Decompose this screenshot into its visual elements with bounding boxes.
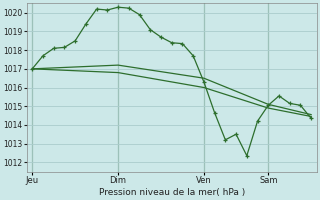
X-axis label: Pression niveau de la mer( hPa ): Pression niveau de la mer( hPa ): [99, 188, 245, 197]
